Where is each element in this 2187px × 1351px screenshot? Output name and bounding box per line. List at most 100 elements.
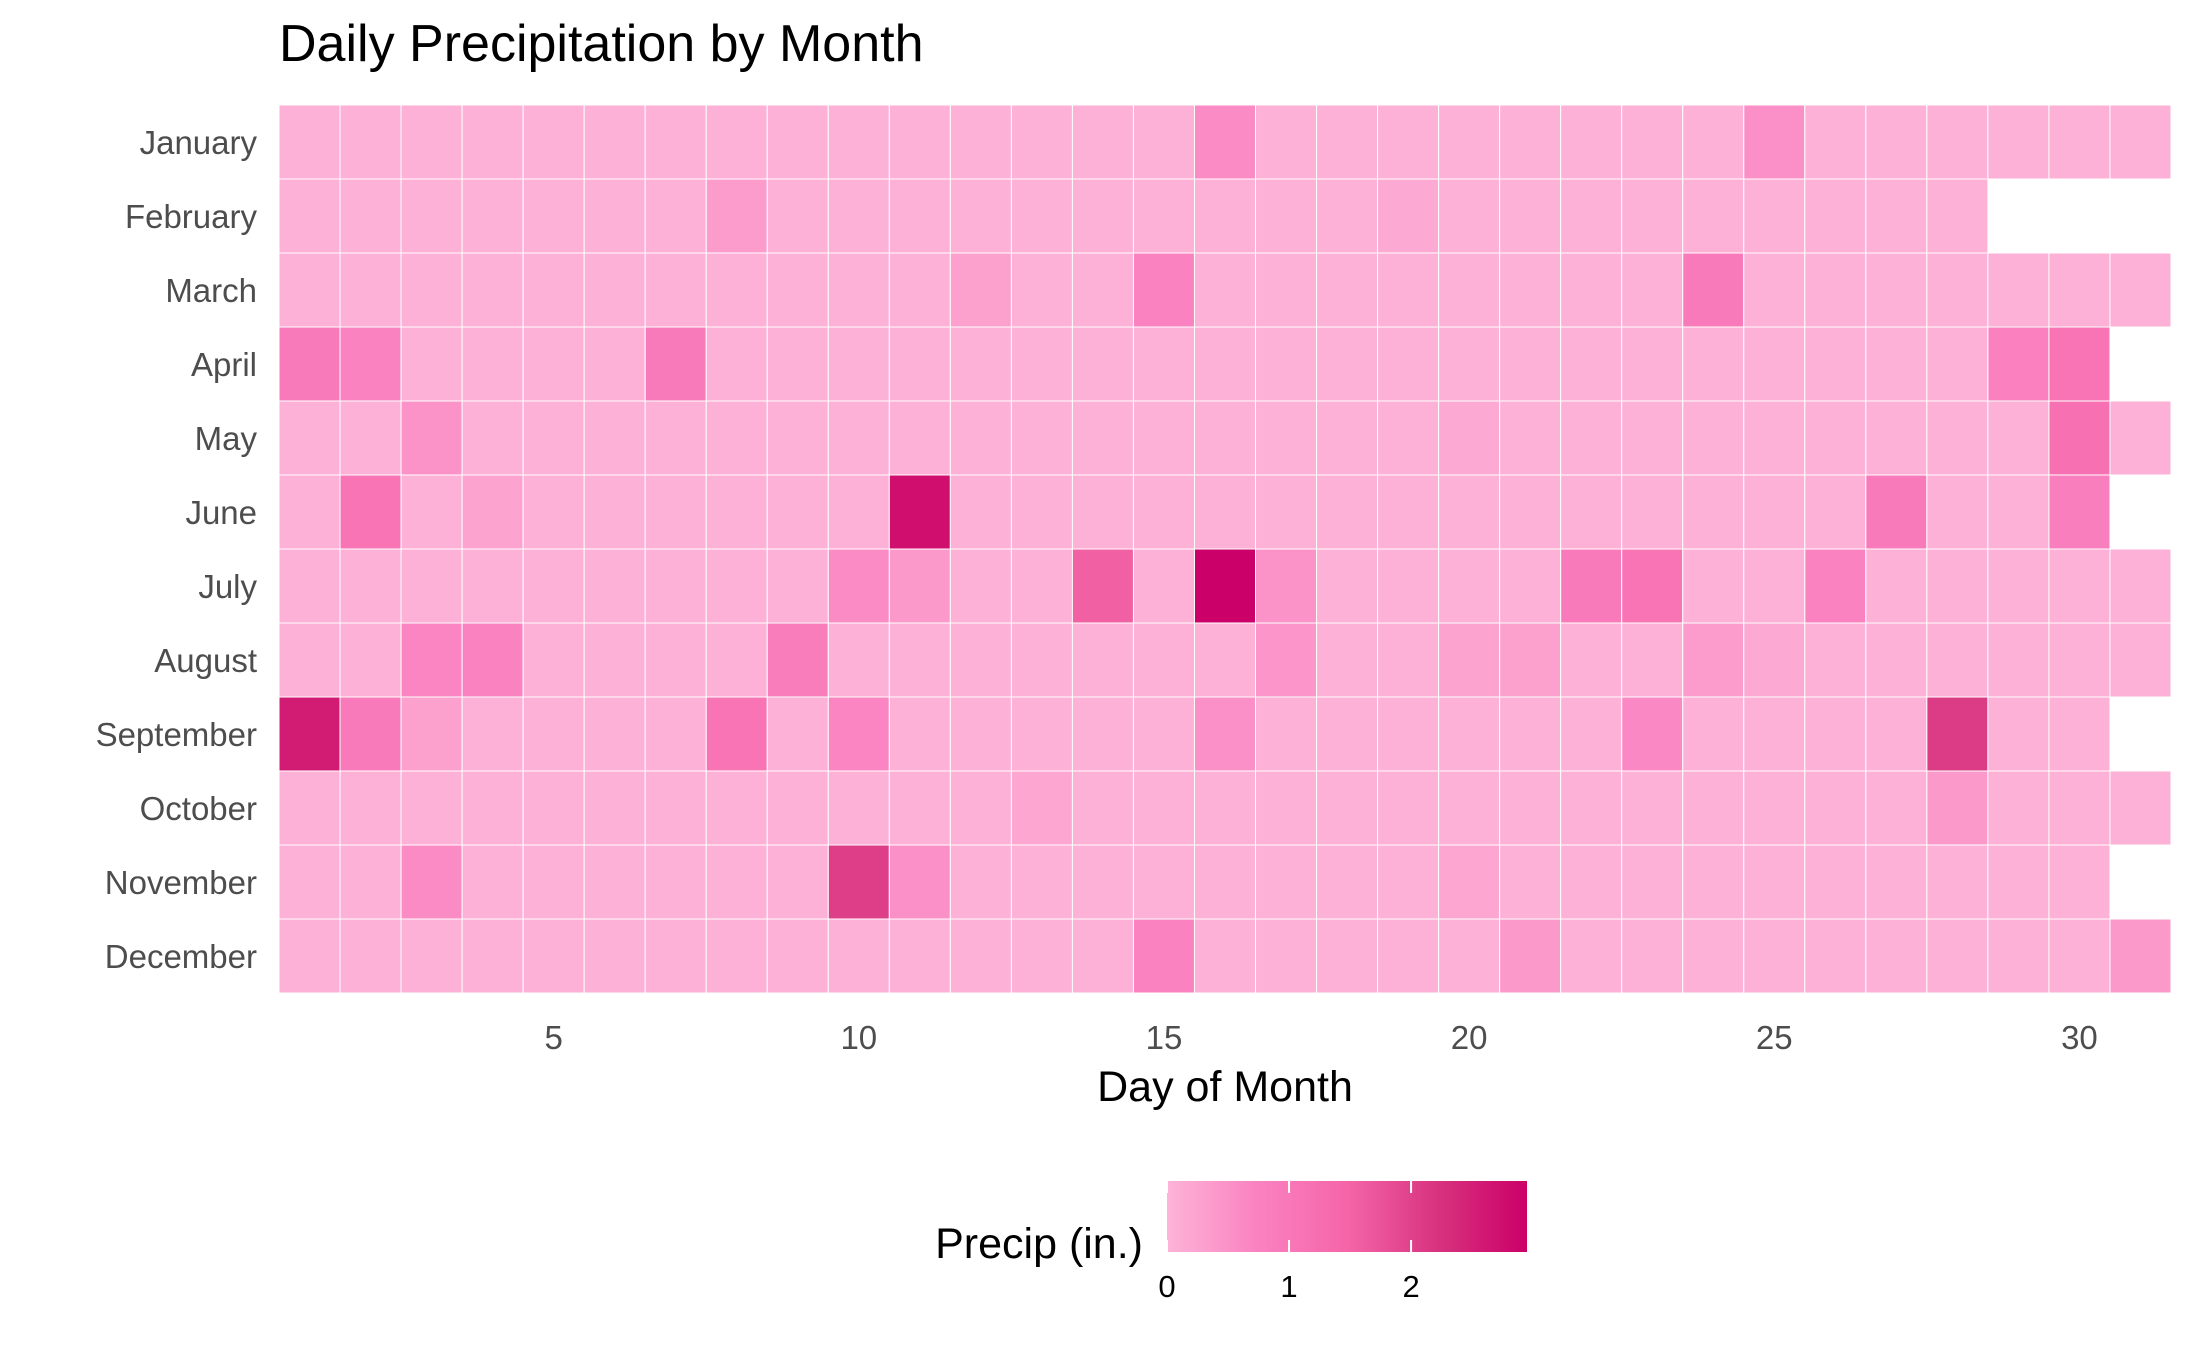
heatmap-cell	[1193, 548, 1257, 624]
heatmap-cell	[339, 622, 402, 698]
heatmap-cell	[278, 918, 341, 994]
heatmap-cell	[644, 548, 707, 624]
heatmap-cell	[1926, 400, 1989, 476]
heatmap-cell	[1621, 474, 1684, 550]
heatmap-cell	[1865, 326, 1928, 402]
heatmap-cell	[1010, 770, 1073, 846]
heatmap-cell	[1865, 844, 1928, 920]
heatmap-cell	[705, 622, 768, 698]
heatmap-cell	[1377, 474, 1440, 550]
heatmap-cell	[705, 104, 768, 180]
heatmap-cell	[1987, 770, 2050, 846]
heatmap-cell	[278, 104, 341, 180]
heatmap-cell	[461, 400, 524, 476]
heatmap-cell	[1499, 918, 1562, 994]
heatmap-cell	[1132, 548, 1195, 624]
heatmap-cell	[1255, 844, 1318, 920]
heatmap-cell	[1377, 696, 1440, 772]
heatmap-cell	[1316, 474, 1379, 550]
heatmap-cell	[1499, 844, 1562, 920]
heatmap-cell	[644, 252, 707, 328]
heatmap-cell	[339, 400, 402, 476]
heatmap-cell	[522, 326, 585, 402]
heatmap-cell	[1743, 252, 1806, 328]
heatmap-cell	[1377, 548, 1440, 624]
heatmap-cell	[1987, 844, 2050, 920]
heatmap-cell	[2109, 104, 2172, 180]
heatmap-cell	[1560, 696, 1623, 772]
heatmap-cell	[827, 918, 890, 994]
heatmap-cell	[1193, 178, 1257, 254]
heatmap-cell	[1193, 252, 1257, 328]
heatmap-cell	[339, 770, 402, 846]
heatmap-cell	[1132, 178, 1195, 254]
heatmap-cell	[949, 918, 1012, 994]
heatmap-cell	[1621, 548, 1684, 624]
heatmap-cell	[1377, 918, 1440, 994]
heatmap-cell	[1377, 770, 1440, 846]
legend-tick-label: 1	[1280, 1269, 1297, 1304]
heatmap-cell	[888, 252, 951, 328]
heatmap-cell	[766, 178, 829, 254]
heatmap-cell	[2109, 918, 2172, 994]
heatmap-cell	[1987, 918, 2050, 994]
heatmap-cell	[1316, 696, 1379, 772]
heatmap-cell	[1193, 696, 1257, 772]
x-tick-label: 25	[1756, 1019, 1793, 1056]
heatmap-cell	[1743, 474, 1806, 550]
x-tick-label: 15	[1146, 1019, 1183, 1056]
heatmap-cell	[1377, 622, 1440, 698]
heatmap-cell	[1438, 400, 1501, 476]
heatmap-cell	[644, 326, 707, 402]
heatmap-cell	[522, 548, 585, 624]
heatmap-cell	[400, 622, 463, 698]
heatmap-cell	[1377, 252, 1440, 328]
heatmap-cell	[1926, 548, 1989, 624]
heatmap-cell	[1071, 326, 1134, 402]
heatmap-cell	[2048, 548, 2111, 624]
heatmap-cell	[1621, 252, 1684, 328]
month-label: December	[105, 938, 257, 975]
heatmap-cell	[1010, 252, 1073, 328]
heatmap-cell	[1743, 770, 1806, 846]
month-label: August	[154, 642, 257, 679]
month-label: January	[140, 124, 258, 161]
month-label: April	[191, 346, 257, 383]
heatmap-cell	[949, 104, 1012, 180]
month-labels: January February March April May June July Augu…	[96, 124, 258, 975]
month-label: March	[165, 272, 257, 309]
heatmap-cell	[1804, 844, 1867, 920]
heatmap-cell	[583, 770, 646, 846]
x-axis-title: Day of Month	[1097, 1063, 1353, 1111]
heatmap-cell	[583, 400, 646, 476]
heatmap-cell	[1132, 400, 1195, 476]
heatmap-cell	[949, 178, 1012, 254]
heatmap-cell	[1926, 178, 1989, 254]
heatmap-cell	[1865, 178, 1928, 254]
heatmap-cell	[1804, 326, 1867, 402]
heatmap-cell	[339, 918, 402, 994]
heatmap-cell	[1316, 326, 1379, 402]
heatmap-cell	[2048, 474, 2111, 550]
month-label: June	[185, 494, 257, 531]
heatmap-cell	[1926, 918, 1989, 994]
heatmap-cell	[1132, 696, 1195, 772]
heatmap-cell	[1499, 178, 1562, 254]
heatmap-cell	[1621, 178, 1684, 254]
heatmap-cell	[827, 326, 890, 402]
heatmap-cell	[1865, 918, 1928, 994]
heatmap-cell	[1926, 326, 1989, 402]
heatmap-cell	[1071, 400, 1134, 476]
heatmap-cell	[1193, 474, 1257, 550]
heatmap-cell	[705, 252, 768, 328]
heatmap-cell	[1316, 770, 1379, 846]
heatmap-cell	[1071, 622, 1134, 698]
heatmap-cell	[1621, 696, 1684, 772]
heatmap-cell	[1926, 844, 1989, 920]
heatmap-cell	[583, 696, 646, 772]
heatmap-cell	[888, 178, 951, 254]
heatmap-cell	[1865, 696, 1928, 772]
heatmap-cell	[1499, 474, 1562, 550]
heatmap-cell	[1865, 400, 1928, 476]
heatmap-cell	[949, 548, 1012, 624]
